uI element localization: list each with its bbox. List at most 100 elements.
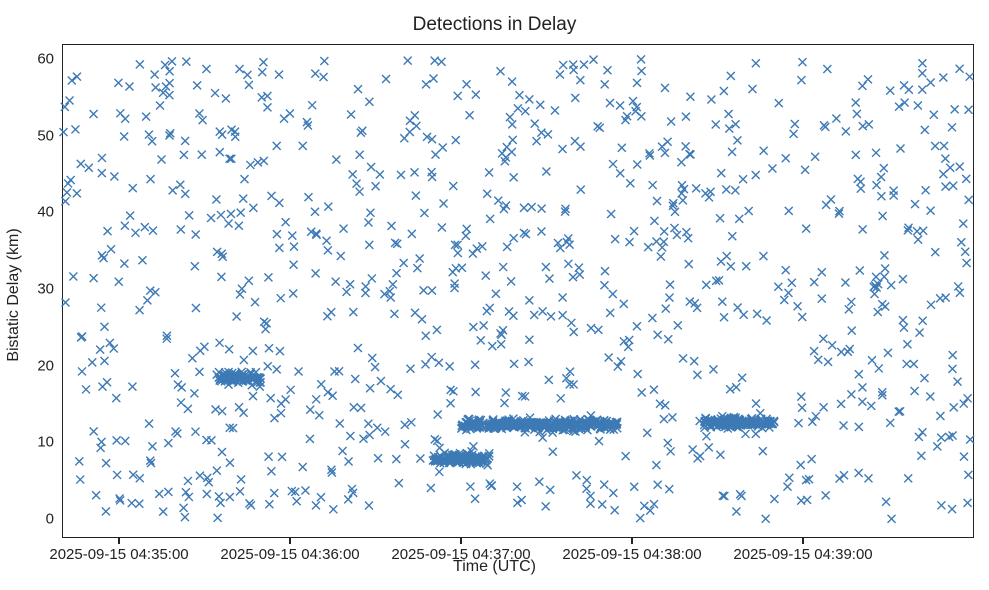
data-point[interactable] (98, 251, 106, 259)
data-point[interactable] (509, 136, 517, 144)
data-point[interactable] (576, 271, 584, 279)
data-point[interactable] (428, 173, 436, 181)
data-point[interactable] (349, 170, 357, 178)
data-point[interactable] (896, 407, 904, 415)
data-point[interactable] (430, 75, 438, 83)
data-point[interactable] (791, 120, 799, 128)
data-point[interactable] (918, 86, 926, 94)
data-point[interactable] (353, 180, 361, 188)
data-point[interactable] (98, 154, 106, 162)
data-point[interactable] (820, 403, 828, 411)
data-point[interactable] (336, 420, 344, 428)
data-point[interactable] (911, 200, 919, 208)
data-point[interactable] (323, 312, 331, 320)
data-point[interactable] (411, 309, 419, 317)
data-point[interactable] (606, 309, 614, 317)
data-point[interactable] (356, 188, 364, 196)
data-point[interactable] (545, 275, 553, 283)
data-point[interactable] (917, 452, 925, 460)
data-point[interactable] (480, 321, 488, 329)
data-point[interactable] (215, 492, 223, 500)
data-point[interactable] (202, 65, 210, 73)
data-point[interactable] (637, 55, 645, 63)
data-point[interactable] (433, 437, 441, 445)
data-point[interactable] (211, 89, 219, 97)
data-point[interactable] (886, 87, 894, 95)
data-point[interactable] (927, 79, 935, 87)
data-point[interactable] (350, 403, 358, 411)
data-point[interactable] (235, 222, 243, 230)
data-point[interactable] (193, 81, 201, 89)
data-point[interactable] (196, 472, 204, 480)
data-point[interactable] (520, 204, 528, 212)
data-point[interactable] (601, 80, 609, 88)
data-point[interactable] (549, 448, 557, 456)
data-point[interactable] (472, 91, 480, 99)
data-point[interactable] (364, 218, 372, 226)
data-point[interactable] (184, 477, 192, 485)
data-point[interactable] (530, 311, 538, 319)
data-point[interactable] (670, 224, 678, 232)
data-point[interactable] (71, 125, 79, 133)
data-point[interactable] (667, 447, 675, 455)
data-point[interactable] (856, 267, 864, 275)
data-point[interactable] (60, 128, 68, 136)
data-point[interactable] (278, 453, 286, 461)
data-point[interactable] (191, 262, 199, 270)
data-point[interactable] (136, 306, 144, 314)
data-point[interactable] (895, 103, 903, 111)
data-point[interactable] (258, 68, 266, 76)
data-point[interactable] (90, 274, 98, 282)
data-point[interactable] (965, 196, 973, 204)
data-point[interactable] (531, 120, 539, 128)
data-point[interactable] (790, 130, 798, 138)
data-point[interactable] (64, 179, 72, 187)
data-point[interactable] (880, 164, 888, 172)
data-point[interactable] (420, 209, 428, 217)
data-point[interactable] (275, 244, 283, 252)
data-point[interactable] (295, 367, 303, 375)
data-point[interactable] (803, 496, 811, 504)
data-point[interactable] (394, 391, 402, 399)
data-point[interactable] (486, 215, 494, 223)
data-point[interactable] (107, 245, 115, 253)
data-point[interactable] (225, 345, 233, 353)
data-point[interactable] (454, 249, 462, 257)
data-point[interactable] (859, 122, 867, 130)
data-point[interactable] (115, 278, 123, 286)
data-point[interactable] (258, 93, 266, 101)
data-point[interactable] (395, 479, 403, 487)
data-point[interactable] (559, 61, 567, 69)
data-point[interactable] (814, 356, 822, 364)
data-point[interactable] (679, 354, 687, 362)
data-point[interactable] (128, 383, 136, 391)
data-point[interactable] (726, 385, 734, 393)
data-point[interactable] (236, 487, 244, 495)
data-point[interactable] (308, 101, 316, 109)
data-point[interactable] (567, 319, 575, 327)
data-point[interactable] (304, 193, 312, 201)
data-point[interactable] (126, 212, 134, 220)
data-point[interactable] (748, 85, 756, 93)
data-point[interactable] (401, 421, 409, 429)
data-point[interactable] (174, 381, 182, 389)
data-point[interactable] (954, 282, 962, 290)
data-point[interactable] (340, 225, 348, 233)
data-point[interactable] (216, 148, 224, 156)
data-point[interactable] (525, 336, 533, 344)
data-point[interactable] (502, 202, 510, 210)
data-point[interactable] (68, 76, 76, 84)
data-point[interactable] (957, 238, 965, 246)
data-point[interactable] (795, 419, 803, 427)
data-point[interactable] (312, 501, 320, 509)
data-point[interactable] (939, 73, 947, 81)
data-point[interactable] (185, 211, 193, 219)
data-point[interactable] (742, 262, 750, 270)
data-point[interactable] (587, 324, 595, 332)
data-point[interactable] (260, 157, 268, 165)
data-point[interactable] (808, 455, 816, 463)
data-point[interactable] (235, 403, 243, 411)
data-point[interactable] (290, 243, 298, 251)
data-point[interactable] (654, 331, 662, 339)
data-point[interactable] (125, 83, 133, 91)
